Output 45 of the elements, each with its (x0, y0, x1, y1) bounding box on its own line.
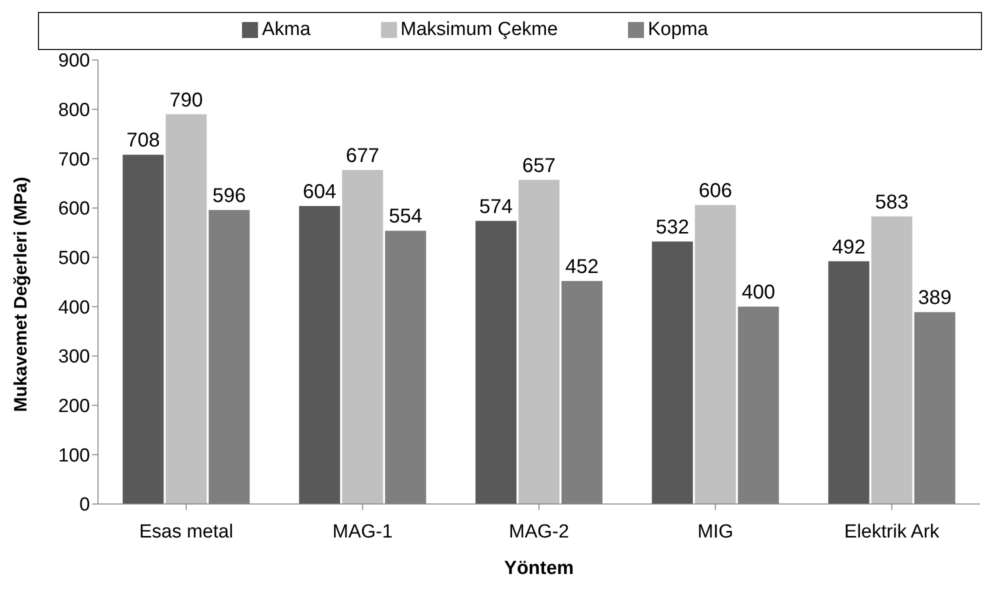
bar (342, 170, 384, 504)
bar (518, 180, 560, 504)
y-tick-label: 600 (58, 198, 90, 220)
bar (828, 261, 870, 504)
data-label: 532 (656, 216, 690, 239)
y-tick-label: 800 (58, 100, 90, 122)
data-label: 389 (918, 287, 952, 310)
y-tick-label: 700 (58, 149, 90, 170)
x-tick-label: MAG-2 (508, 521, 570, 542)
y-axis-title: Mukavemet Değerleri (MPa) (10, 176, 30, 412)
bar (299, 206, 340, 504)
bar (166, 114, 207, 504)
bar (475, 220, 516, 504)
x-tick-label: MIG (697, 521, 734, 542)
data-label: 554 (388, 206, 422, 228)
data-label: 400 (742, 282, 776, 304)
y-tick-label: 400 (58, 297, 90, 318)
data-label: 677 (346, 145, 380, 168)
bar (652, 242, 693, 504)
y-tick-label: 200 (58, 396, 90, 418)
y-tick-label: 300 (58, 346, 90, 368)
x-tick-label: Elektrik Ark (844, 521, 940, 542)
bar (122, 154, 164, 504)
y-tick-label: 0 (79, 494, 90, 516)
data-label: 583 (875, 191, 908, 214)
x-tick-label: MAG-1 (332, 521, 393, 542)
data-label: 604 (302, 181, 336, 204)
x-tick-label: Esas metal (139, 521, 234, 542)
legend-label: Maksimum Çekme (400, 19, 558, 40)
legend-label: Akma (262, 19, 311, 40)
data-label: 657 (522, 154, 556, 177)
data-label: 574 (479, 196, 513, 218)
data-label: 790 (170, 89, 203, 112)
legend-label: Kopma (648, 19, 708, 40)
y-tick-label: 900 (58, 50, 90, 72)
data-label: 596 (212, 184, 246, 207)
data-label: 452 (565, 256, 599, 278)
y-tick-label: 100 (58, 445, 90, 466)
y-tick-label: 500 (58, 248, 90, 270)
data-label: 606 (698, 180, 732, 202)
bar (871, 216, 912, 504)
bar (694, 205, 736, 504)
data-label: 708 (126, 130, 160, 152)
data-label: 492 (832, 236, 866, 258)
x-axis-title: Yöntem (504, 558, 574, 579)
